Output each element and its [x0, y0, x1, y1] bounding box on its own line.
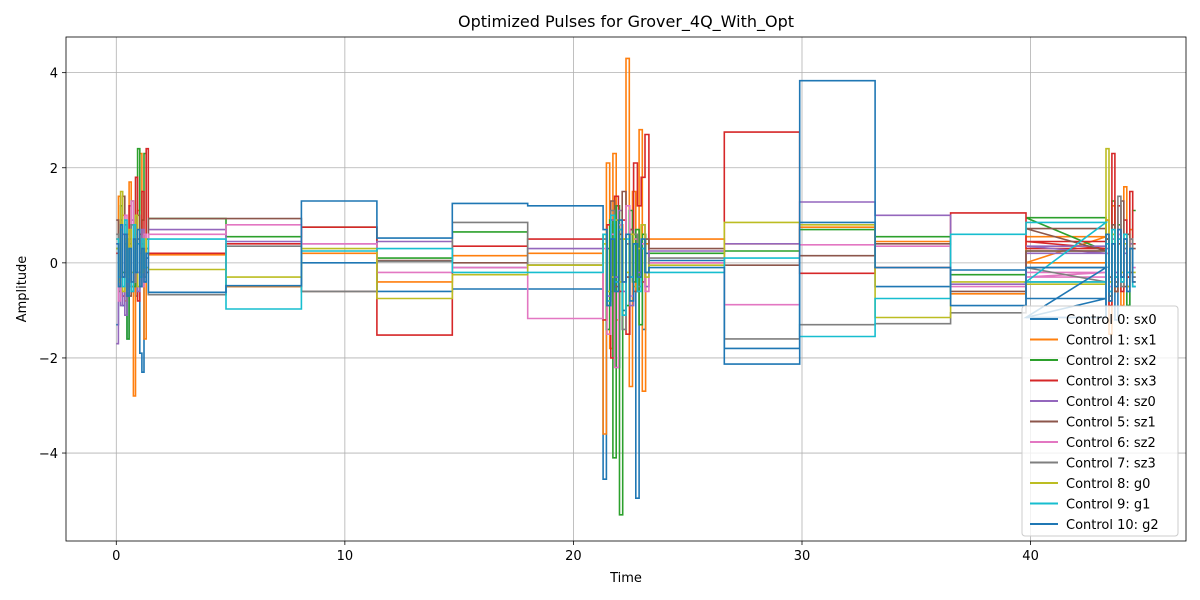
series-line-10 — [116, 79, 1136, 365]
x-tick-label: 0 — [112, 549, 120, 564]
x-tick-label: 20 — [565, 549, 582, 564]
legend-entry: Control 6: sz2 — [1066, 436, 1156, 451]
x-tick-label: 30 — [794, 549, 811, 564]
plot-frame — [65, 36, 1187, 542]
legend: Control 0: sx0 Control 1: sx1 Control 2: s… — [1021, 305, 1179, 537]
legend-box — [1021, 305, 1179, 537]
y-tick-label: −2 — [39, 352, 58, 367]
x-tick-label: 10 — [337, 549, 354, 564]
chart-title: Optimized Pulses for Grover_4Q_With_Opt — [458, 12, 794, 32]
y-tick-label: 2 — [50, 162, 58, 177]
y-tick-label: −4 — [39, 447, 58, 462]
legend-entry: Control 5: sz1 — [1066, 416, 1156, 431]
legend-entry: Control 8: g0 — [1066, 477, 1150, 492]
legend-entry: Control 7: sz3 — [1066, 457, 1156, 472]
y-axis-label: Amplitude — [15, 256, 30, 323]
legend-entry: Control 3: sx3 — [1066, 375, 1157, 390]
y-tick-label: 0 — [50, 257, 58, 272]
legend-entry: Control 2: sx2 — [1066, 354, 1157, 369]
y-tick-label: 4 — [50, 67, 58, 82]
axis-ticks: 0 10 20 30 40 −4 −2 0 2 4 — [39, 67, 1039, 564]
series-layer — [116, 57, 1136, 516]
legend-entry: Control 4: sz0 — [1066, 395, 1156, 410]
legend-entry: Control 0: sx0 — [1066, 313, 1157, 328]
legend-entry: Control 9: g1 — [1066, 498, 1150, 513]
legend-entry: Control 1: sx1 — [1066, 334, 1157, 349]
legend-entry: Control 10: g2 — [1066, 518, 1159, 533]
x-tick-label: 40 — [1022, 549, 1039, 564]
x-axis-label: Time — [609, 571, 642, 586]
